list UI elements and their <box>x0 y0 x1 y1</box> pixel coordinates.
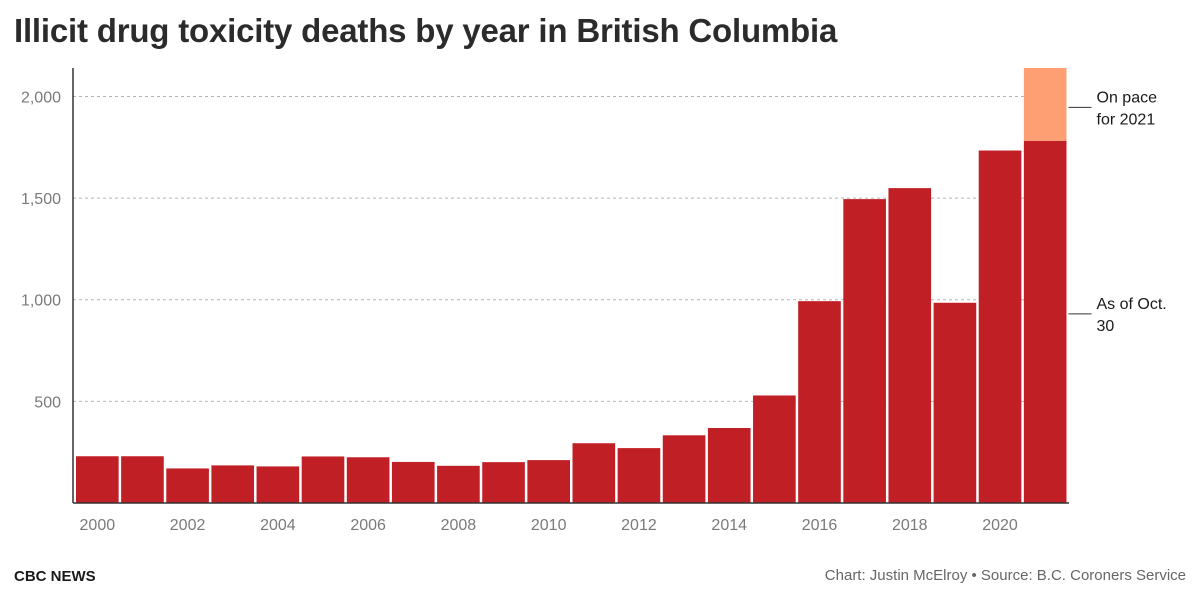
x-tick-label: 2014 <box>711 517 747 534</box>
x-tick-label: 2000 <box>80 517 116 534</box>
x-tick-label: 2006 <box>350 517 386 534</box>
bar <box>527 460 570 503</box>
y-tick-label: 500 <box>34 394 61 411</box>
projection-bar <box>1023 68 1067 141</box>
bar <box>166 468 209 503</box>
bar <box>662 435 706 503</box>
annotation-line: As of Oct. <box>1097 296 1167 313</box>
bar <box>121 456 164 503</box>
bar <box>301 456 345 503</box>
bar <box>753 395 796 503</box>
annotation-text: On pace for 2021 <box>1097 89 1158 128</box>
bar <box>1023 140 1067 503</box>
bar <box>888 188 932 503</box>
x-tick-label: 2010 <box>531 517 567 534</box>
annotation-line: 30 <box>1097 318 1115 335</box>
bar <box>572 443 616 503</box>
bar <box>798 301 841 503</box>
x-tick-label: 2008 <box>441 517 477 534</box>
x-tick-label: 2002 <box>170 517 206 534</box>
y-tick-label: 1,500 <box>21 191 61 208</box>
y-tick-label: 2,000 <box>21 89 61 106</box>
annotation-line: for 2021 <box>1097 111 1156 128</box>
bar <box>437 465 480 503</box>
bar <box>211 465 255 503</box>
x-tick-label: 2018 <box>892 517 928 534</box>
bar <box>391 461 435 503</box>
bar <box>346 457 390 503</box>
bar <box>617 448 661 503</box>
annotation-text: As of Oct. 30 <box>1097 296 1167 335</box>
bar <box>482 462 525 503</box>
x-tick-label: 2016 <box>802 517 838 534</box>
chart-title: Illicit drug toxicity deaths by year in … <box>14 12 838 49</box>
bar <box>843 199 886 504</box>
x-tick-label: 2004 <box>260 517 296 534</box>
bar <box>707 427 751 503</box>
bar <box>933 302 977 503</box>
bar <box>256 466 300 503</box>
x-tick-label: 2020 <box>982 517 1018 534</box>
annotation-line: On pace <box>1097 89 1158 106</box>
bar <box>978 150 1022 504</box>
source-credit: Chart: Justin McElroy • Source: B.C. Cor… <box>824 567 1186 584</box>
x-tick-label: 2012 <box>621 517 657 534</box>
bar <box>76 456 119 503</box>
y-tick-label: 1,000 <box>21 293 61 310</box>
brand-label: CBC NEWS <box>14 568 96 585</box>
